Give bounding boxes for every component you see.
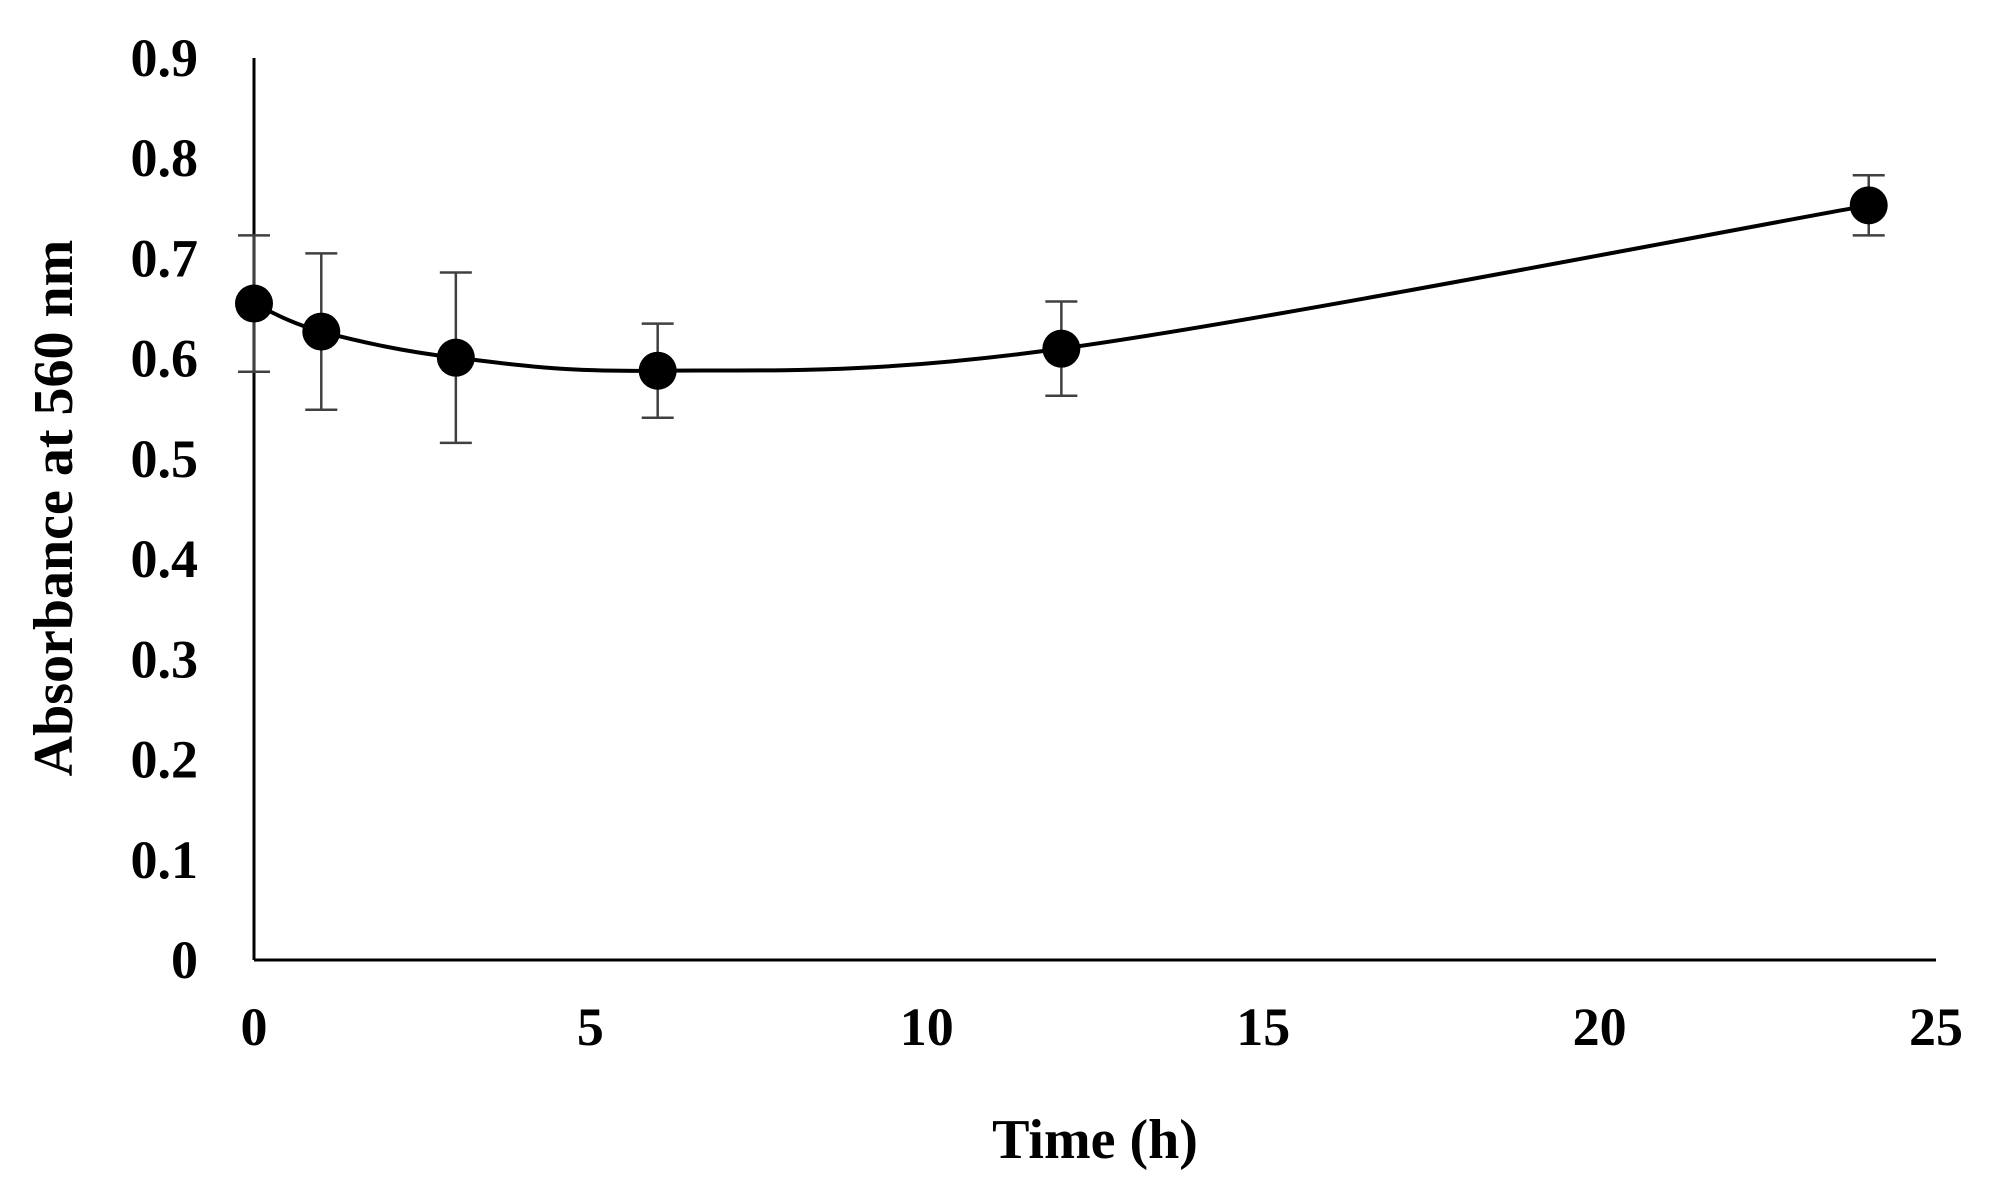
x-tick-label: 20: [1573, 997, 1627, 1057]
y-tick-label: 0.9: [131, 28, 199, 88]
y-tick-label: 0.8: [131, 128, 199, 188]
y-tick-label: 0.7: [131, 228, 199, 288]
data-point: [1042, 329, 1081, 368]
x-axis-title: Time (h): [992, 1109, 1198, 1171]
y-tick-label: 0.1: [131, 830, 199, 890]
y-tick-label: 0.2: [131, 730, 199, 790]
error-bars: [238, 174, 1885, 445]
y-tick-label: 0: [171, 930, 198, 990]
data-point: [1849, 186, 1888, 225]
data-point: [302, 312, 341, 351]
x-tick-label: 15: [1236, 997, 1290, 1057]
y-tick-label: 0.3: [131, 629, 199, 689]
x-tick-labels: 0 5 10 15 20 25: [241, 997, 1964, 1057]
x-tick-label: 5: [577, 997, 604, 1057]
x-tick-label: 0: [241, 997, 268, 1057]
data-points: [235, 186, 1888, 390]
y-tick-label: 0.5: [131, 429, 199, 489]
x-tick-label: 25: [1909, 997, 1963, 1057]
data-point: [436, 338, 475, 377]
y-tick-labels: 0 0.1 0.2 0.3 0.4 0.5 0.6 0.7 0.8 0.9: [131, 28, 199, 990]
x-tick-label: 10: [900, 997, 954, 1057]
y-tick-label: 0.6: [131, 329, 199, 389]
y-tick-label: 0.4: [131, 529, 199, 589]
data-point: [638, 351, 677, 390]
series-line: [253, 203, 1870, 373]
data-point: [235, 284, 273, 323]
y-axis-title: Absorbance at 560 nm: [23, 240, 85, 777]
